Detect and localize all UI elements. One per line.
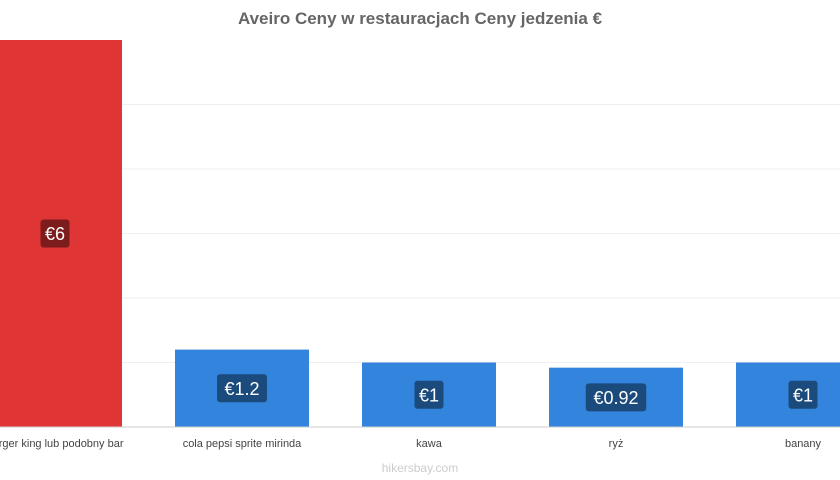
x-tick-label-2: cola pepsi sprite mirinda bbox=[183, 438, 302, 450]
value-label-bg-1 bbox=[40, 219, 70, 248]
x-tick-label-5: banany bbox=[785, 438, 822, 450]
x-tick-labels: burger king lub podobny bar cola pepsi sp… bbox=[0, 438, 822, 450]
x-tick-label-1: burger king lub podobny bar bbox=[0, 438, 124, 450]
value-label-3: €1 bbox=[419, 385, 439, 405]
value-label-5: €1 bbox=[793, 385, 813, 405]
value-label-4: €0.92 bbox=[593, 388, 638, 408]
bar-5 bbox=[736, 362, 840, 427]
value-label-bg-5 bbox=[788, 380, 818, 409]
value-labels: €6 €1.2 €1 €0.92 €1 bbox=[40, 219, 818, 412]
watermark: hikersbay.com bbox=[381, 461, 459, 475]
chart-title: Aveiro Ceny w restauracjach Ceny jedzeni… bbox=[237, 9, 603, 28]
x-tick-label-4: ryż bbox=[609, 438, 624, 450]
x-tick-label-3: kawa bbox=[416, 438, 443, 450]
value-label-bg-4 bbox=[585, 383, 647, 412]
value-label-bg-2 bbox=[217, 374, 267, 403]
value-label-1: €6 bbox=[45, 224, 65, 244]
value-label-bg-3 bbox=[414, 380, 444, 409]
value-label-2: €1.2 bbox=[224, 379, 259, 399]
gridlines bbox=[0, 104, 840, 363]
